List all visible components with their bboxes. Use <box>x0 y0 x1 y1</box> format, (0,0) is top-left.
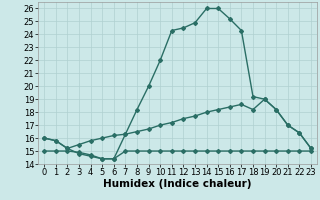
X-axis label: Humidex (Indice chaleur): Humidex (Indice chaleur) <box>103 179 252 189</box>
